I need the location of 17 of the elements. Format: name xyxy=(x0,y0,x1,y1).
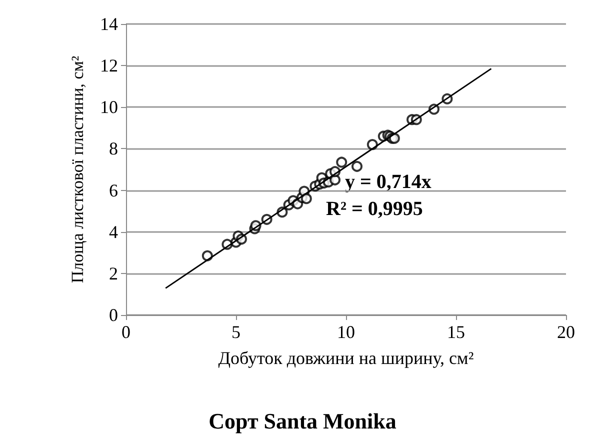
y-tick-label: 14 xyxy=(100,14,118,34)
y-tick-label: 4 xyxy=(109,222,118,242)
annotation: R² = 0,9995 xyxy=(326,198,423,220)
x-axis-title: Добуток довжини на ширину, см² xyxy=(218,348,474,368)
y-axis-title: Площа листкової пластини, см² xyxy=(68,56,87,284)
y-tick-label: 10 xyxy=(100,97,118,118)
y-tick-label: 12 xyxy=(100,56,118,76)
x-tick-label: 15 xyxy=(447,322,465,342)
y-tick-label: 6 xyxy=(109,180,118,200)
x-tick-label: 10 xyxy=(337,322,355,342)
y-tick-label: 8 xyxy=(109,138,118,159)
x-tick-label: 20 xyxy=(557,322,575,342)
y-tick-label: 0 xyxy=(109,305,118,325)
y-tick-label: 2 xyxy=(109,263,118,284)
text: Сорт Santa Monika xyxy=(208,408,396,434)
x-tick-label: 0 xyxy=(122,322,130,342)
x-tick-label: 5 xyxy=(232,322,240,342)
